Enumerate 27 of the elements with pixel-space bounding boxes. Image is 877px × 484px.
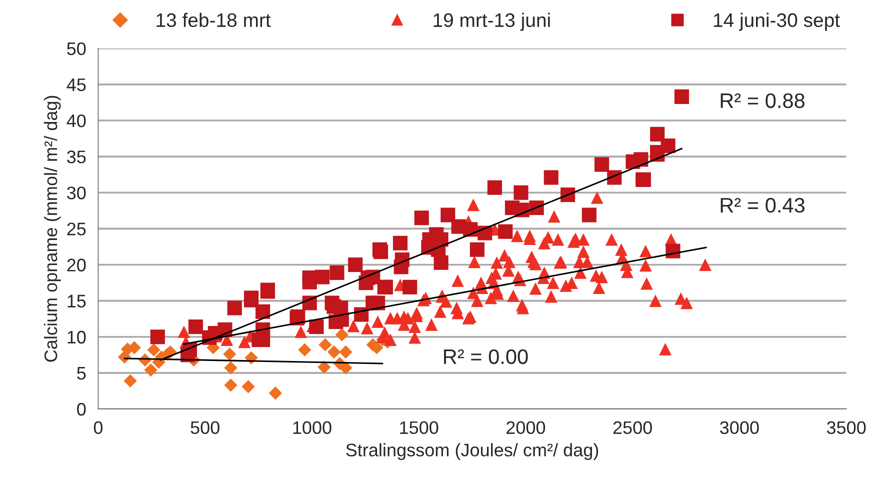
y-tick-label: 20: [67, 258, 86, 272]
x-axis-title: Stralingssom (Joules/ cm²/ dag): [346, 443, 598, 460]
y-tick-label: 50: [67, 42, 86, 56]
y-tick-label: 40: [66, 114, 86, 128]
x-tick-label: 500: [190, 421, 220, 434]
y-axis-title: Calcium opname (mmol/ m²/ dag): [44, 96, 61, 362]
legend-label: 19 mrt-13 juni: [434, 12, 550, 31]
annotation: R² = 0.00: [444, 349, 528, 364]
y-tick-label: 45: [66, 78, 86, 92]
x-tick-label: 1500: [400, 421, 438, 434]
x-tick-label: 0: [94, 421, 103, 434]
y-tick-label: 25: [67, 222, 86, 236]
annotation: R² = 0.43: [720, 198, 804, 213]
y-tick-label: 10: [68, 330, 86, 344]
y-tick-label: 35: [67, 150, 86, 164]
y-tick-label: 30: [67, 186, 86, 200]
annotation: R² = 0.88: [720, 93, 804, 108]
y-tick-label: 5: [77, 367, 86, 380]
x-tick-label: 3500: [826, 421, 866, 434]
x-tick-label: 2500: [613, 421, 652, 434]
x-tick-label: 3000: [720, 421, 759, 434]
legend-label: 14 juni-30 sept: [714, 12, 840, 31]
y-tick-label: 15: [68, 294, 86, 308]
x-tick-label: 1000: [293, 421, 332, 434]
x-tick-label: 2000: [506, 421, 546, 434]
y-tick-label: 0: [77, 402, 86, 416]
legend-label: 13 feb-18 mrt: [156, 12, 271, 28]
